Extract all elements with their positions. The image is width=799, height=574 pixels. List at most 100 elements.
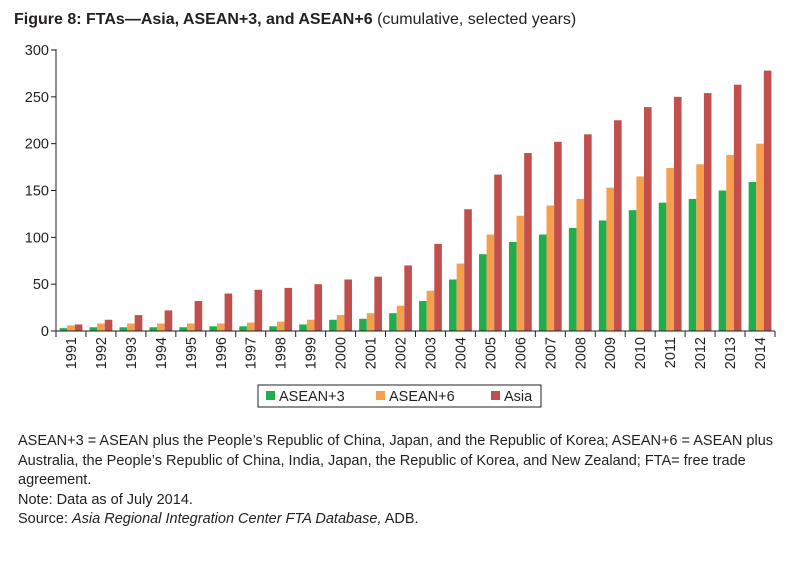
bar-aseanplus3-1992 [89, 327, 98, 331]
x-tick-label: 2011 [663, 337, 679, 368]
y-tick-label: 0 [41, 324, 49, 340]
bar-asia-1995 [194, 301, 203, 331]
x-tick-label: 2000 [334, 337, 350, 369]
bar-aseanplus6-2009 [606, 187, 615, 331]
bar-aseanplus3-2014 [748, 182, 757, 331]
legend-swatch [491, 391, 500, 400]
x-tick-label: 2004 [453, 337, 469, 369]
chart-notes: ASEAN+3 = ASEAN plus the People’s Republ… [18, 432, 778, 530]
y-tick-label: 300 [25, 43, 49, 59]
bar-asia-1997 [254, 289, 263, 331]
x-tick-label: 1998 [274, 337, 290, 369]
bar-aseanplus6-2006 [516, 215, 525, 331]
bar-asia-2004 [464, 209, 472, 331]
y-axis: 0 50 100 150 200 250 300 [25, 43, 57, 340]
bar-asia-2008 [584, 134, 592, 331]
legend-label: ASEAN+3 [279, 389, 345, 405]
bar-aseanplus6-2007 [546, 205, 555, 331]
legend: ASEAN+3 ASEAN+6 Asia [257, 384, 542, 408]
bar-aseanplus3-1994 [149, 327, 158, 331]
x-tick-label: 1997 [244, 337, 260, 369]
bar-asia-1999 [314, 284, 323, 331]
bar-aseanplus6-2004 [456, 263, 465, 331]
x-tick-label: 2006 [513, 337, 529, 369]
bar-asia-2001 [374, 276, 382, 331]
source-note: Source: Asia Regional Integration Center… [18, 510, 778, 530]
bar-aseanplus3-1996 [209, 326, 217, 331]
bar-aseanplus3-2011 [658, 202, 667, 331]
date-note: Note: Data as of July 2014. [18, 491, 193, 508]
bar-asia-2007 [554, 141, 562, 331]
bar-asia-2000 [344, 279, 352, 331]
bar-aseanplus3-2003 [419, 301, 427, 331]
bar-aseanplus3-1999 [299, 324, 307, 331]
bar-aseanplus3-2010 [628, 210, 637, 331]
y-tick-label: 250 [25, 90, 49, 106]
bar-aseanplus3-2006 [508, 242, 517, 331]
bar-asia-1996 [224, 293, 233, 331]
source-suffix: ADB. [381, 511, 419, 527]
legend-swatch [376, 391, 385, 400]
y-tick-label: 50 [33, 277, 49, 293]
chart-title-bold: Figure 8: FTAs—Asia, ASEAN+3, and ASEAN+… [14, 11, 373, 28]
x-tick-label: 2001 [364, 337, 380, 369]
bar-asia-1991 [74, 324, 83, 331]
abbreviations-note: ASEAN+3 = ASEAN plus the People’s Republ… [18, 433, 774, 488]
x-tick-label: 1992 [94, 337, 110, 369]
bar-aseanplus6-2001 [366, 313, 375, 331]
y-tick-label: 200 [25, 137, 49, 153]
bar-aseanplus3-2002 [389, 313, 397, 331]
bar-aseanplus6-1991 [67, 325, 75, 331]
bar-aseanplus6-2010 [636, 176, 644, 331]
bar-asia-2014 [763, 70, 772, 332]
bar-aseanplus3-1995 [179, 327, 188, 331]
x-tick-label: 2007 [543, 337, 559, 369]
bars [59, 70, 772, 332]
x-tick-label: 2013 [723, 337, 739, 369]
bar-aseanplus3-2007 [538, 234, 547, 331]
source-prefix: Source: [18, 511, 72, 527]
bar-aseanplus6-2013 [726, 154, 734, 331]
bar-aseanplus3-2013 [718, 190, 727, 331]
bar-aseanplus6-1995 [187, 323, 195, 331]
bar-asia-2006 [524, 153, 532, 331]
bar-aseanplus6-2005 [486, 234, 495, 331]
bar-aseanplus6-1996 [216, 323, 225, 331]
legend-box [257, 384, 542, 408]
bar-asia-2003 [434, 243, 442, 331]
bar-aseanplus3-2012 [688, 198, 697, 331]
x-tick-label: 2008 [573, 337, 589, 369]
bar-aseanplus6-2002 [396, 305, 405, 331]
bar-aseanplus6-1999 [306, 319, 315, 331]
x-tick-label: 1994 [154, 337, 170, 369]
bar-asia-2002 [404, 265, 412, 331]
bar-aseanplus6-1997 [246, 322, 255, 331]
bar-asia-2012 [703, 93, 712, 331]
x-axis: 1991 1992 1993 1994 1995 1996 1997 1998 1999 2000… [55, 330, 776, 369]
x-tick-label: 1991 [64, 337, 80, 369]
y-tick-label: 150 [25, 184, 49, 200]
bar-aseanplus3-2008 [568, 227, 577, 331]
x-tick-label: 1993 [124, 337, 140, 369]
legend-swatch [266, 391, 275, 400]
bar-asia-1992 [104, 319, 113, 331]
x-tick-label: 2009 [603, 337, 619, 369]
bar-aseanplus6-1994 [157, 323, 165, 331]
bar-aseanplus6-2003 [426, 290, 435, 331]
source-title: Asia Regional Integration Center FTA Dat… [72, 511, 382, 527]
x-tick-label: 2002 [394, 337, 410, 369]
bar-aseanplus3-2004 [449, 279, 457, 331]
bar-asia-2010 [643, 107, 652, 331]
bar-asia-2009 [614, 120, 622, 331]
bar-asia-2005 [494, 174, 502, 331]
x-tick-label: 2012 [693, 337, 709, 369]
chart-title-subtitle: (cumulative, selected years) [377, 11, 577, 28]
bar-asia-2011 [673, 96, 682, 331]
y-tick-label: 100 [25, 230, 49, 246]
bar-asia-2013 [733, 84, 742, 331]
x-tick-label: 1995 [184, 337, 200, 369]
bar-aseanplus3-1997 [239, 326, 247, 331]
bar-asia-1994 [164, 310, 173, 331]
bar-aseanplus6-1993 [127, 323, 135, 331]
bar-aseanplus3-2005 [479, 254, 487, 331]
